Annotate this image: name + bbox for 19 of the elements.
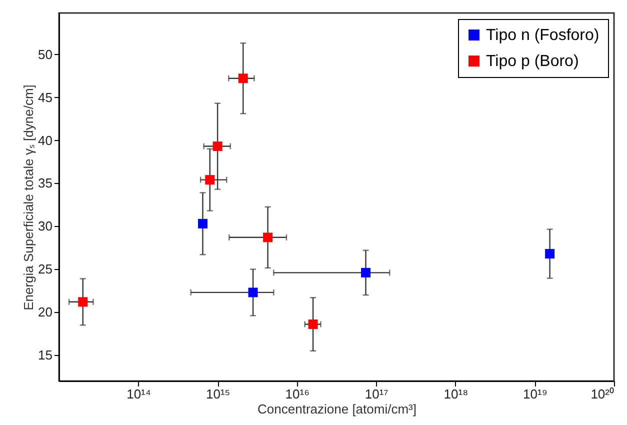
x-tick-label: 10¹⁹ [523, 386, 548, 402]
y-tick-label: 20 [38, 304, 52, 320]
x-tick-label: 10¹⁴ [126, 386, 151, 402]
y-tick-label: 25 [38, 262, 52, 277]
y-tick-label: 45 [38, 90, 52, 105]
x-tick-label: 10¹⁷ [364, 386, 389, 402]
x-tick-label: 10²⁰ [590, 386, 614, 402]
legend-label: Tipo n (Fosforo) [486, 27, 600, 44]
x-tick-label: 10¹⁶ [285, 386, 310, 402]
x-tick-label: 10¹⁸ [444, 386, 468, 402]
x-tick-label: 10¹⁵ [206, 386, 230, 402]
y-axis-title: Energia Superficiale totale γₛ [dyne/cm] [21, 84, 36, 310]
legend-label: Tipo p (Boro) [486, 53, 579, 70]
y-tick-label: 35 [38, 176, 52, 191]
y-tick-label: 30 [38, 218, 52, 234]
y-tick-label: 50 [38, 46, 52, 62]
x-axis-title: Concentrazione [atomi/cm³] [258, 402, 416, 416]
y-tick-label: 15 [38, 348, 52, 363]
y-tick-label: 40 [38, 132, 52, 148]
